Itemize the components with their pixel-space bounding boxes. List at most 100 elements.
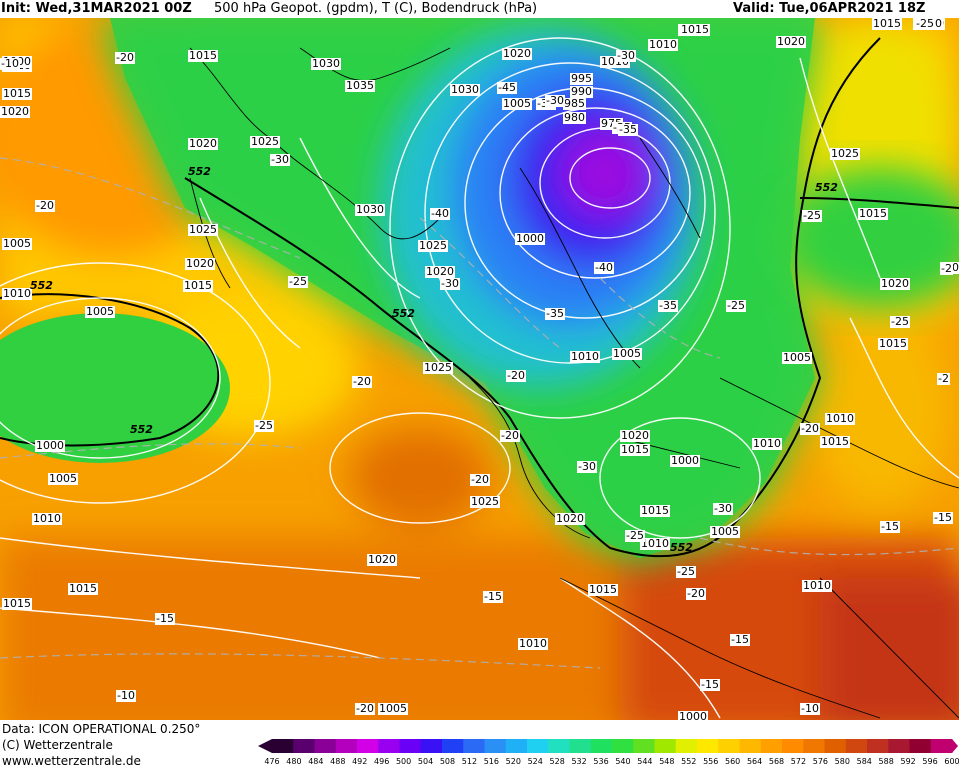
colorbar-swatch xyxy=(633,739,655,753)
init-label: Init: Wed,31MAR2021 00Z xyxy=(1,1,192,16)
temperature-label: -30 xyxy=(440,277,460,290)
colorbar-tick-label: 500 xyxy=(395,757,412,766)
colorbar-swatch xyxy=(590,739,613,753)
colorbar-swatch xyxy=(314,739,337,753)
colorbar-tick-label: 528 xyxy=(549,757,565,766)
colorbar-swatch xyxy=(420,739,443,753)
temperature-label: -45 xyxy=(497,81,517,94)
colorbar-swatch xyxy=(782,739,804,753)
pressure-label: 1035 xyxy=(345,79,375,92)
temperature-label: -25 xyxy=(625,529,645,542)
colorbar-tick-label: 600 xyxy=(944,757,959,766)
colorbar-tick-label: 480 xyxy=(286,757,302,766)
pressure-label: 1025 xyxy=(250,135,280,148)
colorbar-tick-label: 488 xyxy=(330,757,346,766)
west-green-low xyxy=(0,313,230,463)
geopotential-label: 552 xyxy=(130,423,153,436)
pressure-label: 1010 xyxy=(570,350,600,363)
map-header: Init: Wed,31MAR2021 00Z 500 hPa Geopot. … xyxy=(0,0,959,18)
pressure-label: 1025 xyxy=(418,239,448,252)
colorbar-tick-label: 544 xyxy=(637,757,653,766)
colorbar-swatch xyxy=(909,739,932,753)
pressure-label: 1015 xyxy=(2,87,32,100)
colorbar-swatch xyxy=(867,739,889,753)
pressure-label: 1005 xyxy=(378,702,408,715)
colorbar-swatch xyxy=(803,739,825,753)
pressure-label: 985 xyxy=(563,97,586,110)
temperature-label: -35 xyxy=(545,307,565,320)
pressure-label: 1025 xyxy=(830,147,860,160)
temperature-label: -20 xyxy=(686,587,706,600)
pressure-label: 1010 xyxy=(802,579,832,592)
temperature-label: -15 xyxy=(155,612,175,625)
colorbar-swatch xyxy=(739,739,762,753)
temperature-label: -25 xyxy=(802,209,822,222)
pressure-label: 1005 xyxy=(502,97,532,110)
colorbar-tick-label: 476 xyxy=(264,757,280,766)
website-link[interactable]: www.wetterzentrale.de xyxy=(2,754,141,768)
colorbar-swatch xyxy=(442,739,464,753)
pressure-label: 1020 xyxy=(880,277,910,290)
weather-map: 1015103010351020102510101015102010301030… xyxy=(0,18,959,720)
colorbar-swatch xyxy=(654,739,677,753)
colorbar-tick-label: 560 xyxy=(725,757,741,766)
pressure-label: 1015 xyxy=(620,443,650,456)
temperature-label: -25 xyxy=(254,419,274,432)
pressure-label: 1030 xyxy=(450,83,480,96)
temperature-label: -10 xyxy=(800,702,820,715)
pressure-label: 1005 xyxy=(48,472,78,485)
pressure-label: 1015 xyxy=(188,49,218,62)
temperature-label: -25 xyxy=(726,299,746,312)
cold-core xyxy=(380,28,700,388)
colorbar-swatch xyxy=(718,739,740,753)
colorbar-tick-label: 508 xyxy=(439,757,456,766)
valid-label: Valid: Tue,06APR2021 18Z xyxy=(733,1,926,16)
pressure-label: 1030 xyxy=(355,203,385,216)
colorbar-swatch xyxy=(293,739,315,753)
colorbar-tick-label: 532 xyxy=(571,757,587,766)
pressure-label: 1015 xyxy=(2,597,32,610)
map-field xyxy=(0,18,959,720)
colorbar-tick-label: 576 xyxy=(812,757,829,766)
temperature-label: -30 xyxy=(577,460,597,473)
colorbar-tick-label: 496 xyxy=(374,757,390,766)
temperature-label: -40 xyxy=(430,207,450,220)
geopotential-552-contour xyxy=(0,37,959,558)
colorbar-tick-label: 504 xyxy=(417,757,434,766)
pressure-label: 1010 xyxy=(518,637,548,650)
temperature-label: -25 xyxy=(288,275,308,288)
pressure-label: 1015 xyxy=(878,337,908,350)
colorbar-swatch xyxy=(760,739,783,753)
temperature-label: -15 xyxy=(730,633,750,646)
geopotential-label: 552 xyxy=(392,307,415,320)
pressure-label: 1020 xyxy=(502,47,532,60)
pressure-label: 1015 xyxy=(588,583,618,596)
temperature-label: -20 xyxy=(800,422,820,435)
isotherms xyxy=(0,157,959,669)
temperature-label: -10 xyxy=(0,57,20,70)
pressure-label: 1010 xyxy=(648,38,678,51)
temperature-label: -30 xyxy=(616,49,636,62)
temperature-label: -30 xyxy=(270,153,290,166)
colorbar-tick-label: 540 xyxy=(615,757,631,766)
pressure-label: 1010 xyxy=(825,412,855,425)
pressure-label: 1005 xyxy=(85,305,115,318)
pressure-label: 1005 xyxy=(2,237,32,250)
data-source-label: Data: ICON OPERATIONAL 0.250° xyxy=(2,722,201,736)
pressure-label: 1020 xyxy=(188,137,218,150)
temperature-label: -20 xyxy=(115,51,135,64)
colorbar-tick-label: 524 xyxy=(527,757,543,766)
pressure-label: 1020 xyxy=(620,429,650,442)
colorbar-swatch xyxy=(272,739,294,753)
pressure-label: 1010 xyxy=(2,287,32,300)
colorbar-swatch xyxy=(930,739,953,753)
temperature-label: -2 xyxy=(940,262,953,275)
pressure-label: 1005 xyxy=(612,347,642,360)
colorbar-tick-label: 536 xyxy=(593,757,609,766)
colorbar-tick-label: 596 xyxy=(922,757,938,766)
temperature-label: -20 xyxy=(506,369,526,382)
pressure-label: 1020 xyxy=(367,553,397,566)
pressure-label: 995 xyxy=(570,72,593,85)
pressure-label: 1010 xyxy=(640,537,670,550)
colorbar-swatch xyxy=(527,739,549,753)
